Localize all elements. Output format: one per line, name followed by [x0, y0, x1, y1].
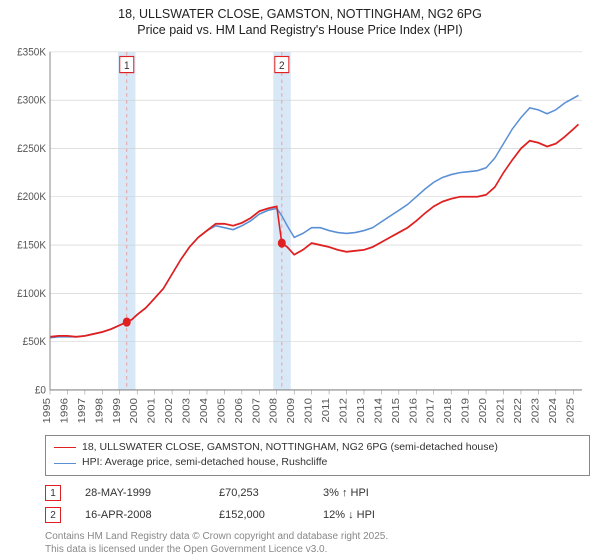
event-price-2: £152,000: [219, 509, 299, 521]
svg-text:2024: 2024: [547, 397, 558, 423]
chart-title-line2: Price paid vs. HM Land Registry's House …: [4, 22, 596, 38]
footer-line1: Contains HM Land Registry data © Crown c…: [45, 530, 590, 543]
svg-text:2016: 2016: [408, 397, 419, 423]
svg-text:£0: £0: [35, 383, 46, 396]
footer-block: Contains HM Land Registry data © Crown c…: [45, 530, 590, 556]
svg-text:2002: 2002: [164, 397, 175, 423]
svg-text:2020: 2020: [478, 397, 489, 423]
legend-label-1: 18, ULLSWATER CLOSE, GAMSTON, NOTTINGHAM…: [82, 440, 498, 456]
svg-text:£150K: £150K: [17, 238, 47, 251]
event-price-1: £70,253: [219, 487, 299, 499]
svg-text:1995: 1995: [42, 397, 53, 423]
event-row-1: 1 28-MAY-1999 £70,253 3% ↑ HPI: [45, 482, 590, 504]
svg-text:1: 1: [124, 59, 130, 72]
events-block: 1 28-MAY-1999 £70,253 3% ↑ HPI 2 16-APR-…: [45, 482, 590, 526]
svg-text:2003: 2003: [181, 397, 192, 423]
event-date-1: 28-MAY-1999: [85, 487, 195, 499]
legend-box: 18, ULLSWATER CLOSE, GAMSTON, NOTTINGHAM…: [45, 435, 590, 477]
chart-title-block: 18, ULLSWATER CLOSE, GAMSTON, NOTTINGHAM…: [0, 0, 600, 41]
footer-line2: This data is licensed under the Open Gov…: [45, 543, 590, 556]
legend-swatch-1: [54, 447, 76, 448]
svg-text:2013: 2013: [356, 397, 367, 423]
svg-text:1998: 1998: [94, 397, 105, 423]
svg-text:2001: 2001: [146, 397, 157, 423]
svg-text:£100K: £100K: [17, 287, 47, 300]
svg-text:2022: 2022: [513, 397, 524, 423]
svg-text:2021: 2021: [495, 397, 506, 423]
chart-title-line1: 18, ULLSWATER CLOSE, GAMSTON, NOTTINGHAM…: [4, 6, 596, 22]
svg-text:2005: 2005: [216, 397, 227, 423]
svg-text:2010: 2010: [303, 397, 314, 423]
svg-text:1996: 1996: [59, 397, 70, 423]
event-marker-1: 1: [45, 485, 61, 501]
svg-text:2007: 2007: [251, 397, 262, 423]
chart-plot-area: £0 £50K £100K £150K £200K £250K £300K £350K 1995…: [6, 45, 590, 429]
svg-text:2015: 2015: [390, 397, 401, 423]
svg-text:2000: 2000: [129, 397, 140, 423]
svg-text:2023: 2023: [530, 397, 541, 423]
svg-text:2018: 2018: [443, 397, 454, 423]
svg-text:2: 2: [279, 59, 285, 72]
chart-svg: £0 £50K £100K £150K £200K £250K £300K £350K 1995…: [6, 45, 590, 429]
svg-text:2014: 2014: [373, 397, 384, 423]
legend-swatch-2: [54, 463, 76, 464]
event-marker-2: 2: [45, 507, 61, 523]
event-row-2: 2 16-APR-2008 £152,000 12% ↓ HPI: [45, 504, 590, 526]
svg-text:2009: 2009: [286, 397, 297, 423]
event-date-2: 16-APR-2008: [85, 509, 195, 521]
svg-text:2011: 2011: [321, 397, 332, 422]
svg-text:1997: 1997: [77, 397, 88, 423]
svg-text:£200K: £200K: [17, 190, 47, 203]
svg-text:2008: 2008: [268, 397, 279, 423]
svg-text:£250K: £250K: [17, 142, 47, 155]
legend-row-series1: 18, ULLSWATER CLOSE, GAMSTON, NOTTINGHAM…: [54, 440, 581, 456]
svg-text:£300K: £300K: [17, 94, 47, 107]
svg-text:2019: 2019: [460, 397, 471, 423]
svg-text:£350K: £350K: [17, 45, 47, 58]
svg-text:2025: 2025: [565, 397, 576, 423]
svg-text:2006: 2006: [234, 397, 245, 423]
svg-text:2004: 2004: [199, 397, 210, 423]
event-diff-2: 12% ↓ HPI: [323, 509, 375, 521]
svg-text:2012: 2012: [338, 397, 349, 423]
svg-text:£50K: £50K: [23, 335, 47, 348]
svg-text:1999: 1999: [111, 397, 122, 423]
event-diff-1: 3% ↑ HPI: [323, 487, 369, 499]
svg-text:2017: 2017: [425, 397, 436, 423]
legend-row-series2: HPI: Average price, semi-detached house,…: [54, 455, 581, 471]
legend-label-2: HPI: Average price, semi-detached house,…: [82, 455, 327, 471]
